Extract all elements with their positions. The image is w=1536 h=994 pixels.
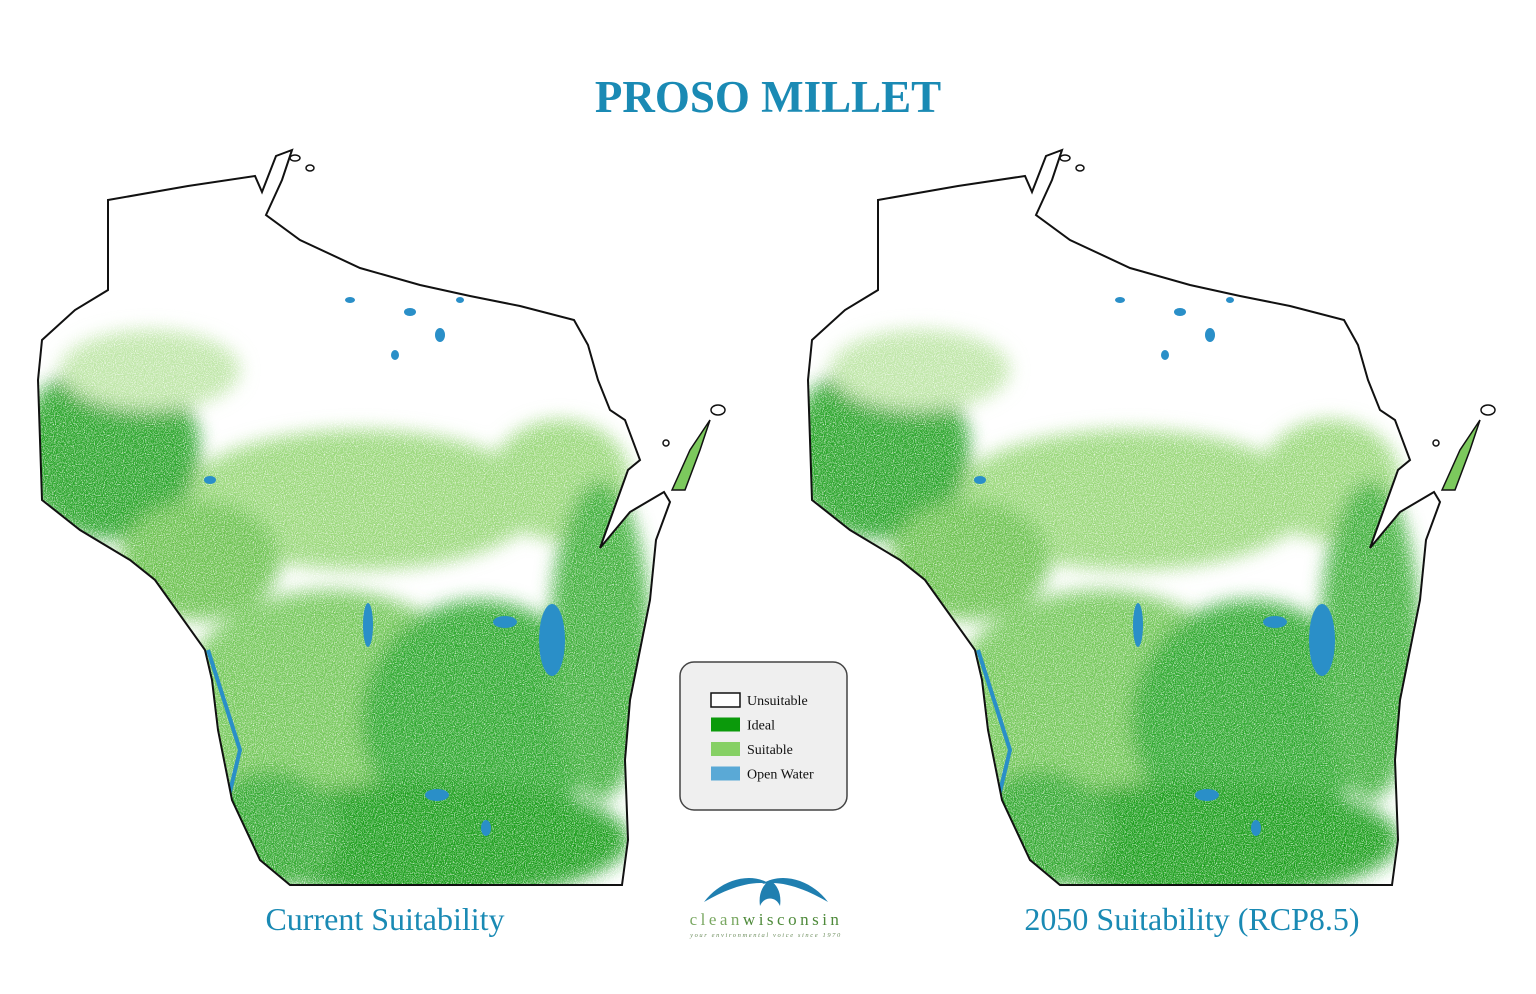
legend-label: Unsuitable: [747, 694, 808, 709]
legend-box: [679, 661, 848, 811]
legend: Unsuitable Ideal Suitable Open Water: [679, 661, 848, 811]
logo-name-bold: wisconsin: [743, 910, 843, 929]
legend-label: Ideal: [747, 719, 775, 734]
legend-swatch: [710, 692, 741, 708]
legend-swatch: [711, 717, 740, 732]
logo: cleanwisconsin your environmental voice …: [689, 878, 843, 939]
legend-swatch: [711, 742, 740, 756]
legend-swatch: [711, 766, 740, 781]
legend-label: Open Water: [747, 768, 814, 783]
title: PROSO MILLET: [595, 72, 941, 122]
map-current: [20, 140, 725, 900]
logo-wing: [762, 878, 828, 902]
map-caption: Current Suitability: [265, 901, 504, 937]
logo-name: cleanwisconsin: [690, 910, 843, 929]
map-caption: 2050 Suitability (RCP8.5): [1024, 901, 1359, 937]
map-2050: [790, 140, 1495, 900]
logo-tagline: your environmental voice since 1970: [689, 932, 842, 939]
legend-label: Suitable: [747, 743, 793, 758]
logo-wing: [704, 878, 770, 902]
logo-wing: [759, 880, 781, 906]
logo-name-light: clean: [690, 910, 743, 929]
